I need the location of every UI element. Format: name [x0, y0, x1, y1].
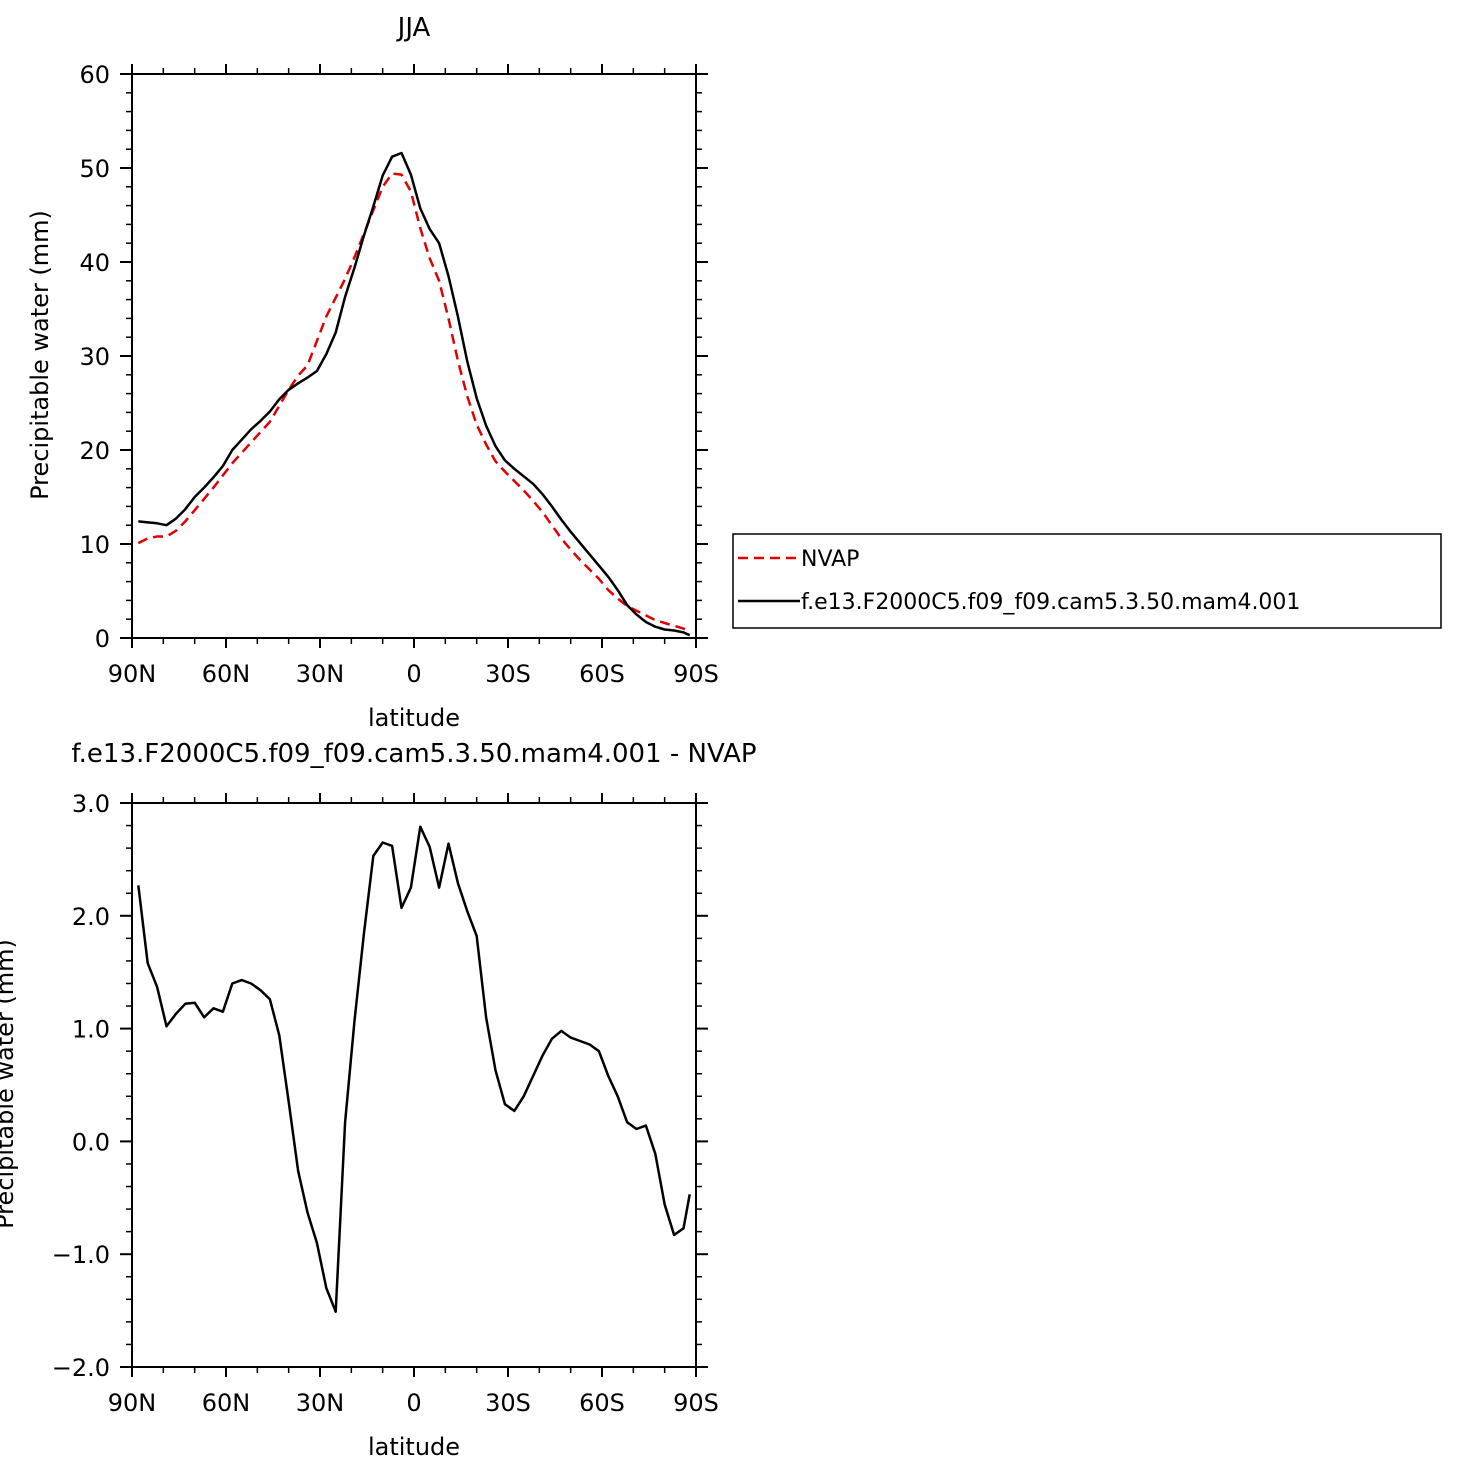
x-tick-label: 30S: [485, 1389, 531, 1417]
x-tick-label: 90S: [673, 660, 719, 688]
x-tick-label: 0: [406, 660, 421, 688]
x-tick-label: 90N: [108, 1389, 157, 1417]
y-tick-label: 10: [79, 531, 110, 559]
x-tick-label: 30N: [296, 1389, 345, 1417]
x-tick-label: 0: [406, 1389, 421, 1417]
x-axis-label: latitude: [368, 704, 460, 732]
legend-entry-nvap: NVAP: [801, 547, 859, 572]
series-line-model: [138, 151, 691, 637]
y-tick-label: 20: [79, 437, 110, 465]
data-lines: [137, 151, 691, 637]
y-tick-label: 60: [79, 61, 110, 89]
y-axis-label: Precipitable water (mm): [0, 939, 19, 1229]
axis-ticks: 90N 60N 30N 0 30S 60S 90S −2.0 −1.0 0.0 1.0 2.0 3.0: [52, 790, 719, 1417]
axis-ticks: 90N 60N 30N 0 30S 60S 90S 0 10 20 30 40 50 60: [79, 61, 718, 688]
y-tick-label: 3.0: [72, 790, 110, 818]
plot-frame: [131, 73, 697, 639]
plot-frame: [131, 802, 697, 1368]
x-tick-label: 90N: [108, 660, 157, 688]
y-tick-label: −2.0: [52, 1354, 110, 1382]
x-tick-label: 30S: [485, 660, 531, 688]
x-tick-label: 90S: [673, 1389, 719, 1417]
x-axis-label: latitude: [368, 1433, 460, 1461]
top-panel: JJA Precipitable water (mm) latitude 90N…: [26, 13, 719, 732]
y-tick-label: −1.0: [52, 1241, 110, 1269]
bottom-panel: f.e13.F2000C5.f09_f09.cam5.3.50.mam4.001…: [0, 739, 757, 1461]
chart-title: f.e13.F2000C5.f09_f09.cam5.3.50.mam4.001…: [71, 739, 756, 769]
legend-entry-model: f.e13.F2000C5.f09_f09.cam5.3.50.mam4.001: [801, 590, 1300, 615]
y-tick-label: 40: [79, 249, 110, 277]
x-tick-label: 60N: [202, 1389, 251, 1417]
chart-title: JJA: [396, 13, 431, 43]
series-line-difference: [137, 825, 691, 1313]
data-lines: [137, 825, 691, 1313]
y-tick-label: 0: [95, 625, 110, 653]
y-tick-label: 2.0: [72, 903, 110, 931]
y-tick-label: 50: [79, 155, 110, 183]
x-tick-label: 60N: [202, 660, 251, 688]
y-tick-label: 30: [79, 343, 110, 371]
y-axis-label: Precipitable water (mm): [26, 210, 54, 500]
y-tick-label: 1.0: [72, 1016, 110, 1044]
legend: NVAP f.e13.F2000C5.f09_f09.cam5.3.50.mam…: [732, 533, 1442, 629]
y-tick-label: 0.0: [72, 1128, 110, 1156]
x-tick-label: 60S: [579, 1389, 625, 1417]
legend-box: [732, 533, 1442, 629]
x-tick-label: 30N: [296, 660, 345, 688]
x-tick-label: 60S: [579, 660, 625, 688]
series-line-nvap: [137, 172, 691, 634]
